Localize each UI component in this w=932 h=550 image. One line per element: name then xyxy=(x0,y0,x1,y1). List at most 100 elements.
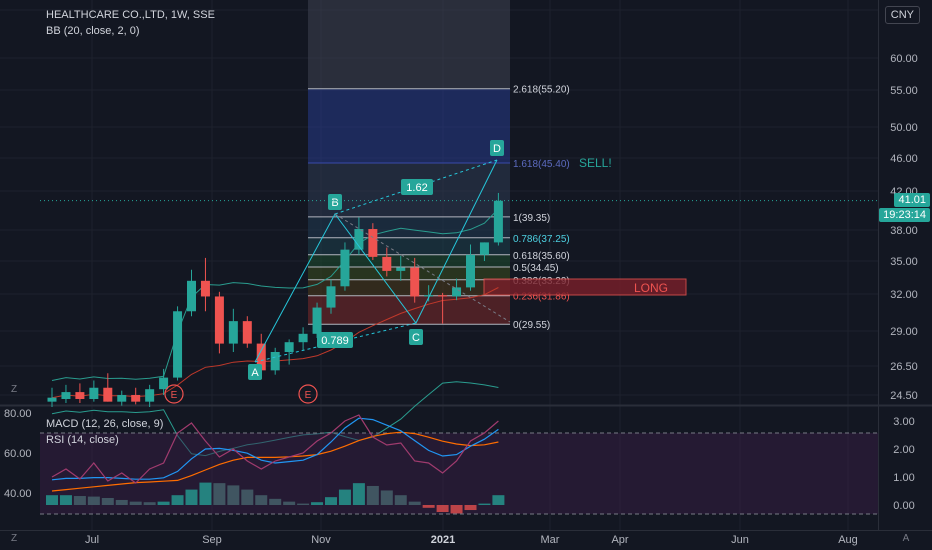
pattern-point-label: A xyxy=(251,367,259,379)
candle-body xyxy=(479,242,489,255)
pattern-point-label: C xyxy=(412,332,420,344)
candle-body xyxy=(228,321,238,344)
fib-level-label: 0(29.55) xyxy=(513,320,550,331)
candle-body xyxy=(89,387,99,399)
fib-level-label: 1(39.35) xyxy=(513,213,550,224)
time-tick-label: Jun xyxy=(731,534,749,546)
candle-body xyxy=(382,256,392,271)
bb-upper-band xyxy=(51,208,499,381)
event-marker xyxy=(164,384,184,404)
macd-histogram-bar xyxy=(171,495,184,505)
macd-histogram-bar xyxy=(338,489,351,505)
candle-body xyxy=(493,200,503,243)
rsi-tick-label: 40.00 xyxy=(4,488,32,500)
macd-histogram-bar xyxy=(366,485,379,505)
macd-histogram-bar xyxy=(464,505,477,511)
macd-histogram-bar xyxy=(227,485,240,505)
pattern-point-label: B xyxy=(331,197,338,209)
macd-histogram-bar xyxy=(255,495,268,505)
candle-body xyxy=(452,287,462,297)
macd-histogram-bar xyxy=(59,495,72,505)
macd-histogram-bar xyxy=(422,505,435,508)
rsi-tick-label: 80.00 xyxy=(4,408,32,420)
candle-body xyxy=(214,296,224,344)
fib-level-label: 1.618(45.40) xyxy=(513,159,570,170)
time-tick-label: 2021 xyxy=(431,534,455,546)
fib-zone xyxy=(308,279,510,296)
long-position-box xyxy=(483,278,687,296)
price-tick-label: 55.00 xyxy=(890,85,918,97)
event-marker xyxy=(298,384,318,404)
macd-histogram-bar xyxy=(143,502,156,505)
ratio-label-1: 0.789 xyxy=(321,335,349,347)
macd-histogram-bar xyxy=(199,482,212,505)
price-tick-label: 35.00 xyxy=(890,256,918,268)
fib-zone xyxy=(308,216,510,238)
abcd-ac-dashed xyxy=(254,322,417,363)
macd-histogram-bar xyxy=(241,489,254,505)
ratio-badge xyxy=(317,332,353,348)
bb-legend[interactable]: BB (20, close, 2, 0) xyxy=(46,25,140,37)
candle-body xyxy=(47,397,57,402)
macd-histogram-bar xyxy=(408,501,421,505)
macd-histogram-bar xyxy=(73,496,86,505)
fib-zone xyxy=(308,0,510,89)
price-tick-label: 32.00 xyxy=(890,289,918,301)
pattern-point-label: D xyxy=(493,143,501,155)
time-tick-label: Sep xyxy=(202,534,222,546)
candle-body xyxy=(173,311,183,378)
rsi-legend[interactable]: RSI (14, close) xyxy=(46,434,119,446)
ratio-badge xyxy=(401,179,433,195)
fib-level-label: 0.618(35.60) xyxy=(513,251,570,262)
currency-button[interactable]: CNY xyxy=(884,6,920,24)
macd-histogram-bar xyxy=(380,490,393,505)
candle-body xyxy=(368,229,378,257)
fib-level-label: 2.618(55.20) xyxy=(513,85,570,96)
last-price-tag: 41.01 xyxy=(894,193,930,207)
symbol-title[interactable]: HEALTHCARE CO.,LTD, 1W, SSE xyxy=(46,9,215,21)
macd-histogram-bar xyxy=(394,495,407,505)
zoom-toggle-bottom[interactable]: Z xyxy=(10,533,18,544)
candle-body xyxy=(75,392,85,399)
fib-zone xyxy=(308,237,510,255)
fib-zone xyxy=(308,88,510,163)
macd-histogram-bar xyxy=(478,503,491,505)
rsi-line xyxy=(51,414,499,484)
macd-histogram-bar xyxy=(157,501,170,505)
macd-legend[interactable]: MACD (12, 26, close, 9) xyxy=(46,418,164,430)
macd-histogram-bar xyxy=(283,501,296,505)
macd-histogram-bar xyxy=(46,495,58,505)
macd-histogram-bar xyxy=(311,502,324,505)
countdown-tag: 19:23:14 xyxy=(879,208,930,222)
macd-histogram-bar xyxy=(129,501,142,505)
sell-label: SELL! xyxy=(579,156,612,170)
zoom-toggle-top[interactable]: Z xyxy=(10,384,18,395)
candle-body xyxy=(410,267,420,297)
auto-scale-button[interactable]: A xyxy=(902,533,910,544)
macd-histogram-bar xyxy=(269,498,282,505)
macd-histogram-bar xyxy=(436,505,449,512)
candle-body xyxy=(61,392,71,399)
candle-body xyxy=(242,321,252,344)
macd-histogram-bar xyxy=(450,505,463,514)
macd-histogram-bar xyxy=(325,497,337,505)
macd-histogram-bar xyxy=(492,495,505,505)
bb-lower-band xyxy=(51,381,499,457)
rsi-tick-label: 60.00 xyxy=(4,448,32,460)
main-legend: HEALTHCARE CO.,LTD, 1W, SSE BB (20, clos… xyxy=(46,7,215,39)
price-tick-label: 60.00 xyxy=(890,53,918,65)
pattern-point-badge xyxy=(409,329,423,345)
candle-body xyxy=(117,395,127,402)
fib-zone xyxy=(308,254,510,268)
macd-tick-label: 0.00 xyxy=(893,500,914,512)
macd-tick-label: 3.00 xyxy=(893,416,914,428)
macd-line xyxy=(51,417,499,481)
candle-body xyxy=(396,267,406,271)
candle-body xyxy=(270,352,280,371)
candle-body xyxy=(145,389,155,402)
macd-histogram-bar xyxy=(87,496,100,505)
candle-body xyxy=(424,295,434,297)
candle-body xyxy=(187,280,196,312)
